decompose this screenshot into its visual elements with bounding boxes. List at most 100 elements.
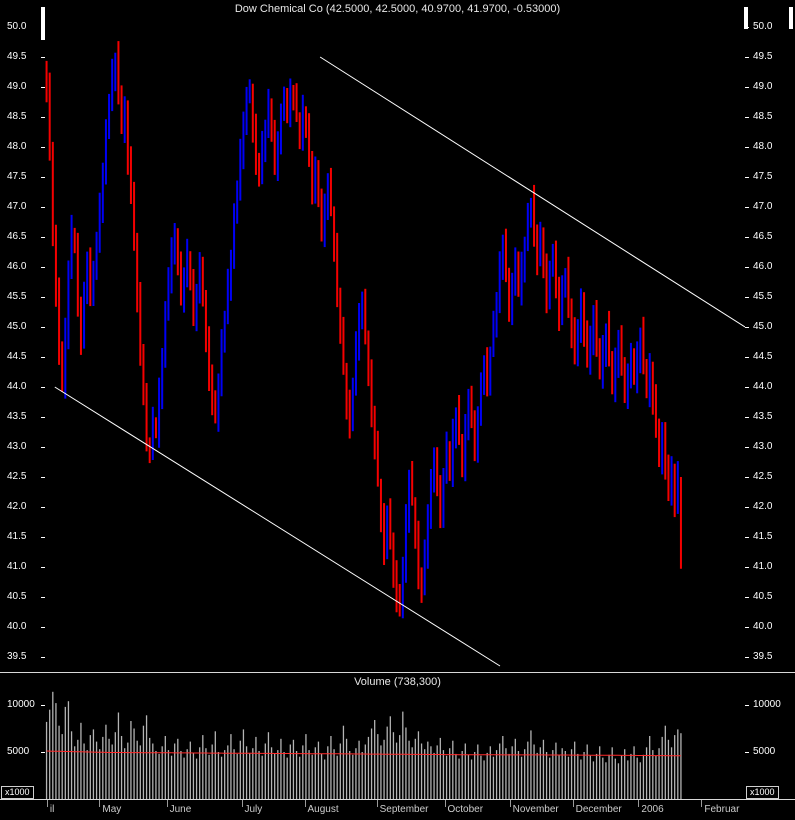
axis-tick-mark [41, 207, 45, 208]
axis-tick-mark [41, 417, 45, 418]
axis-tick-label: 40.0 [7, 621, 27, 632]
time-axis-month-label: June [169, 804, 192, 815]
time-axis-tick [166, 800, 168, 807]
price-chart-canvas[interactable] [45, 0, 745, 672]
time-axis-tick [99, 800, 101, 807]
time-axis-month-label: 2006 [641, 804, 664, 815]
axis-tick-label: 41.0 [7, 561, 27, 572]
volume-unit-label-left: x1000 [1, 786, 34, 799]
pane-separator[interactable] [0, 672, 795, 673]
axis-tick-label: 47.0 [7, 201, 27, 212]
axis-tick-mark [745, 657, 749, 658]
trendline[interactable] [54, 386, 501, 667]
trendline[interactable] [319, 56, 745, 328]
axis-tick-label: 46.0 [753, 261, 773, 272]
axis-tick-mark [41, 87, 45, 88]
axis-tick-mark [41, 567, 45, 568]
pane-resize-handle-right[interactable] [744, 7, 748, 29]
axis-tick-mark [745, 147, 749, 148]
axis-tick-label: 49.0 [753, 81, 773, 92]
axis-tick-label: 46.5 [7, 231, 27, 242]
right-price-axis[interactable]: 50.0 49.5 49.0 48.5 48.0 47.5 47.0 46.5 46.0 45.5… [745, 0, 795, 799]
axis-tick-mark [41, 57, 45, 58]
time-axis-tick [509, 800, 511, 807]
left-price-axis[interactable]: 50.0 49.5 49.0 48.5 48.0 47.5 47.0 46.5 46.0 45.5… [0, 0, 45, 799]
axis-tick-mark [745, 477, 749, 478]
axis-tick-mark [41, 387, 45, 388]
time-axis-month-label: Februar [704, 804, 740, 815]
time-axis-month-label: il [49, 804, 55, 815]
axis-tick-label: 41.0 [753, 561, 773, 572]
axis-tick-mark [745, 537, 749, 538]
axis-tick-label: 43.5 [753, 411, 773, 422]
volume-chart-canvas[interactable] [45, 673, 745, 799]
axis-tick-mark [41, 627, 45, 628]
price-pane[interactable] [45, 0, 745, 672]
axis-tick-mark [745, 117, 749, 118]
volume-ma-line[interactable] [46, 750, 681, 757]
volume-unit-label-right: x1000 [746, 786, 779, 799]
time-axis-month-label: November [512, 804, 559, 815]
volume-bars [45, 691, 682, 799]
axis-tick-mark [745, 177, 749, 178]
axis-tick-label: 45.0 [7, 321, 27, 332]
time-axis-tick [701, 800, 703, 807]
time-axis-month-label: August [307, 804, 339, 815]
axis-tick-label: 40.5 [7, 591, 27, 602]
axis-tick-label: 43.0 [7, 441, 27, 452]
scrollbar-handle[interactable] [789, 7, 793, 29]
time-axis-tick [572, 800, 574, 807]
axis-tick-label: 44.0 [7, 381, 27, 392]
axis-tick-mark [41, 537, 45, 538]
axis-tick-label: 39.5 [7, 651, 27, 662]
axis-tick-mark [41, 447, 45, 448]
axis-tick-label: 48.0 [7, 141, 27, 152]
time-axis-month-label: October [447, 804, 484, 815]
axis-tick-mark [745, 751, 749, 753]
axis-tick-label: 10000 [7, 698, 35, 710]
axis-tick-mark [41, 177, 45, 178]
chart-title: Dow Chemical Co (42.5000, 42.5000, 40.97… [234, 3, 561, 15]
axis-tick-mark [745, 627, 749, 628]
volume-pane[interactable] [45, 673, 745, 799]
time-axis-tick [376, 800, 378, 807]
time-axis-separator [0, 799, 795, 800]
axis-tick-label: 44.0 [753, 381, 773, 392]
axis-tick-mark [745, 447, 749, 448]
axis-tick-label: 39.5 [753, 651, 773, 662]
axis-tick-mark [41, 117, 45, 118]
axis-tick-label: 47.0 [753, 201, 773, 212]
axis-tick-mark [745, 327, 749, 328]
axis-tick-mark [41, 751, 45, 753]
axis-tick-mark [41, 477, 45, 478]
axis-tick-label: 5000 [753, 745, 776, 757]
axis-tick-mark [41, 597, 45, 598]
axis-tick-label: 49.5 [753, 51, 773, 62]
axis-tick-label: 46.5 [753, 231, 773, 242]
axis-tick-label: 40.0 [753, 621, 773, 632]
axis-tick-label: 46.0 [7, 261, 27, 272]
pane-resize-handle-left[interactable] [41, 7, 45, 40]
axis-tick-mark [745, 297, 749, 298]
axis-tick-label: 47.5 [753, 171, 773, 182]
time-axis-tick [304, 800, 306, 807]
axis-tick-mark [41, 147, 45, 148]
time-axis-tick [46, 800, 48, 807]
volume-indicator-label: Volume (738,300) [354, 676, 441, 688]
axis-tick-mark [41, 704, 45, 706]
axis-tick-mark [745, 207, 749, 208]
trend-channel [54, 56, 745, 667]
axis-tick-mark [41, 237, 45, 238]
axis-tick-mark [41, 327, 45, 328]
axis-tick-mark [41, 357, 45, 358]
time-axis-tick [444, 800, 446, 807]
time-axis-tick [241, 800, 243, 807]
axis-tick-mark [41, 657, 45, 658]
axis-tick-label: 42.5 [753, 471, 773, 482]
time-axis-month-label: September [379, 804, 429, 815]
axis-tick-mark [745, 87, 749, 88]
axis-tick-label: 40.5 [753, 591, 773, 602]
time-axis[interactable]: il May June July August September October Novem… [0, 800, 795, 820]
time-axis-month-label: May [102, 804, 122, 815]
